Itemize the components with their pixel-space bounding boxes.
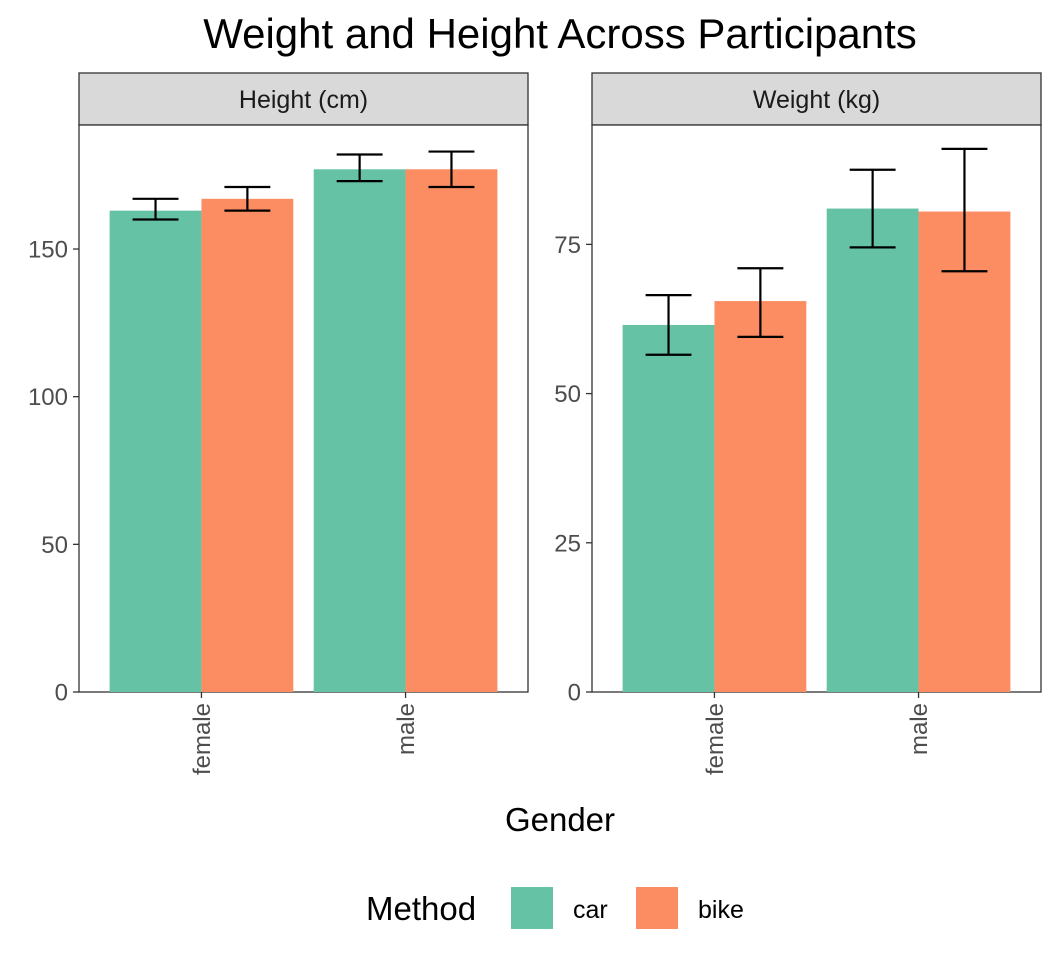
strip-height-bg (78, 72, 529, 126)
x-tick-label-0-male: male (393, 703, 420, 755)
legend-swatch-car (511, 887, 553, 929)
error-bar-1-car-male (849, 168, 896, 249)
bar-0-car-male (313, 169, 406, 692)
bar-0-car-female (109, 210, 202, 692)
error-bar-1-bike-female (737, 267, 784, 338)
panel-weight-marks: 0 25 50 75 female male (554, 147, 1011, 775)
legend-label-bike: bike (698, 896, 744, 924)
y-tick-label-0-50: 50 (41, 532, 68, 559)
bar-0-bike-male (405, 169, 498, 692)
panel-weight: Weight (kg) 0 25 50 75 female male (554, 72, 1042, 775)
y-tick-label-1-0: 0 (568, 680, 581, 707)
error-bar-1-car-female (645, 294, 692, 356)
y-tick-label-1-75: 75 (554, 232, 581, 259)
x-tick-label-1-male: male (906, 703, 933, 755)
panel-height-marks: 0 50 100 150 female male (28, 150, 498, 775)
legend-swatch-bike (636, 887, 678, 929)
bar-1-car-female (622, 324, 715, 692)
error-bar-0-car-male (336, 153, 383, 183)
bar-0-bike-female (201, 198, 294, 692)
panel-height: Height (cm) 0 50 100 150 female male (28, 72, 529, 775)
strip-weight-bg (591, 72, 1042, 126)
error-bar-0-bike-male (428, 150, 475, 189)
y-tick-label-1-25: 25 (554, 530, 581, 557)
legend-title: Method (366, 890, 476, 927)
legend: Method car bike (366, 887, 744, 929)
x-tick-label-1-female: female (702, 703, 729, 775)
bar-1-bike-female (714, 301, 807, 692)
x-tick-label-0-female: female (189, 703, 216, 775)
bar-1-bike-male (918, 211, 1011, 692)
y-tick-label-0-100: 100 (28, 384, 68, 411)
strip-height-label: Height (cm) (239, 86, 368, 114)
y-tick-label-0-0: 0 (55, 680, 68, 707)
error-bar-0-bike-female (224, 185, 271, 212)
x-axis-title: Gender (505, 801, 615, 838)
chart-title: Weight and Height Across Participants (203, 10, 917, 57)
error-bar-1-bike-male (941, 147, 988, 273)
y-tick-label-1-50: 50 (554, 381, 581, 408)
strip-weight-label: Weight (kg) (753, 86, 880, 114)
y-tick-label-0-150: 150 (28, 237, 68, 264)
error-bar-0-car-female (132, 197, 179, 221)
bar-1-car-male (826, 208, 919, 692)
legend-label-car: car (573, 896, 608, 924)
